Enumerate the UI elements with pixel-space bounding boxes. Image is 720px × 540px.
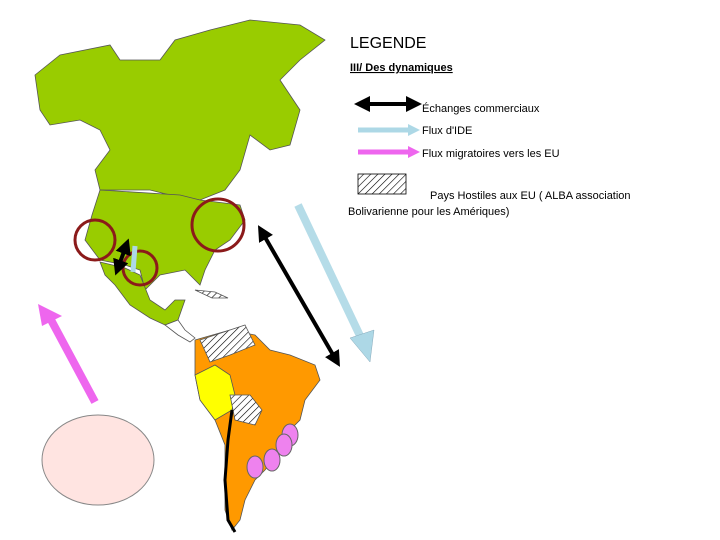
bolivia bbox=[229, 394, 263, 426]
fdi-arrow bbox=[130, 245, 138, 273]
migration-arrow-head bbox=[38, 304, 62, 326]
fdi-arrow-head bbox=[349, 329, 375, 363]
legend-label: Bolivarienne pour les Amériques) bbox=[348, 206, 509, 218]
legend: LEGENDE III/ Des dynamiques Échanges com… bbox=[348, 35, 631, 218]
trade-arrow bbox=[257, 225, 341, 367]
legend-label: Échanges commerciaux bbox=[422, 102, 540, 115]
legend-label: Flux migratoires vers les EU bbox=[422, 148, 560, 160]
cuba bbox=[194, 289, 229, 299]
venezuela bbox=[199, 324, 256, 363]
legend-hatch-symbol bbox=[357, 173, 407, 195]
zone-circle bbox=[190, 197, 246, 253]
central-america bbox=[164, 319, 196, 343]
legend-fdi-head bbox=[408, 124, 420, 136]
migration-zone bbox=[263, 448, 281, 472]
map bbox=[34, 19, 375, 533]
canada-alaska bbox=[34, 19, 326, 201]
legend-label: Flux d'IDE bbox=[422, 125, 472, 137]
legend-label: Pays Hostiles aux EU ( ALBA association bbox=[430, 190, 631, 202]
fdi-arrow bbox=[294, 203, 366, 342]
migration-arrow bbox=[46, 316, 99, 404]
migration-zone bbox=[246, 455, 264, 479]
legend-migration-head bbox=[408, 146, 420, 158]
mexico bbox=[99, 261, 186, 326]
chile-outline bbox=[223, 409, 237, 533]
europe-zone bbox=[41, 414, 155, 506]
migration-zone bbox=[275, 433, 293, 457]
trade-arrow bbox=[113, 238, 131, 276]
legend-subtitle: III/ Des dynamiques bbox=[350, 62, 453, 74]
legend-title: LEGENDE bbox=[350, 35, 426, 52]
